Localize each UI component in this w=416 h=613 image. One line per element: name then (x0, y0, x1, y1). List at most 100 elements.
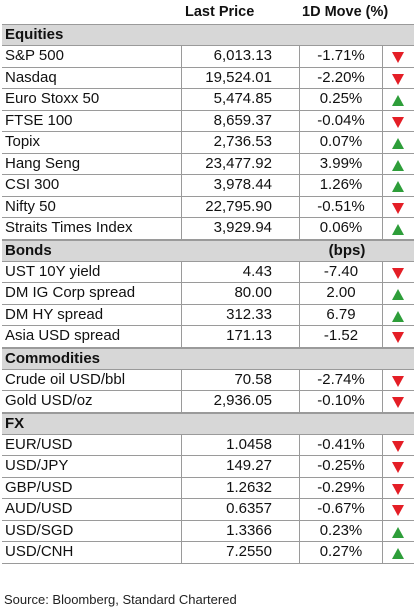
row-label: Gold USD/oz (2, 391, 182, 412)
row-move: -7.40 (300, 261, 383, 282)
table-row: AUD/USD 0.6357 -0.67% (2, 499, 414, 521)
row-move: 0.27% (300, 542, 383, 563)
row-price: 6,013.13 (182, 46, 300, 67)
row-label: DM IG Corp spread (2, 283, 182, 304)
table-row: S&P 500 6,013.13 -1.71% (2, 46, 414, 68)
row-label: S&P 500 (2, 46, 182, 67)
row-price: 3,929.94 (182, 218, 300, 239)
table-row: Euro Stoxx 50 5,474.85 0.25% (2, 89, 414, 111)
row-price: 2,936.05 (182, 391, 300, 412)
1d-move-header: 1D Move (%) (302, 4, 389, 20)
row-move: -0.29% (300, 477, 383, 498)
row-price: 4.43 (182, 261, 300, 282)
section-header: Bonds (bps) (2, 239, 414, 262)
up-arrow-icon (392, 548, 404, 559)
row-label: DM HY spread (2, 304, 182, 325)
row-price: 1.0458 (182, 434, 300, 455)
row-label: Hang Seng (2, 153, 182, 174)
row-move: -1.52 (300, 326, 383, 347)
last-price-header: Last Price (185, 4, 255, 20)
market-table: Last Price 1D Move (%) Equities S&P 500 6,… (2, 2, 414, 564)
row-move: 0.06% (300, 218, 383, 239)
section-name: Commodities (5, 349, 101, 367)
row-move: -0.51% (300, 196, 383, 217)
row-price: 2,736.53 (182, 132, 300, 153)
row-label: USD/CNH (2, 542, 182, 563)
row-move: 0.25% (300, 89, 383, 110)
down-arrow-icon (392, 116, 404, 128)
table-row: DM HY spread 312.33 6.79 (2, 304, 414, 326)
row-price: 149.27 (182, 456, 300, 477)
table-row: UST 10Y yield 4.43 -7.40 (2, 261, 414, 283)
down-arrow-icon (392, 202, 404, 214)
row-move: 3.99% (300, 153, 383, 174)
table-row: Straits Times Index 3,929.94 0.06% (2, 218, 414, 240)
row-label: FTSE 100 (2, 110, 182, 131)
up-arrow-icon (392, 526, 404, 538)
row-label: EUR/USD (2, 434, 182, 455)
table-row: GBP/USD 1.2632 -0.29% (2, 477, 414, 499)
row-price: 171.13 (182, 326, 300, 347)
up-arrow-icon (392, 138, 404, 149)
down-arrow-icon (392, 73, 404, 85)
row-label: Nasdaq (2, 67, 182, 88)
row-label: Straits Times Index (2, 218, 182, 239)
source-note: Source: Bloomberg, Standard Chartered (4, 592, 237, 607)
row-move: -0.41% (300, 434, 383, 455)
up-arrow-icon (392, 310, 404, 322)
section-name: Equities (5, 26, 64, 43)
row-price: 7.2550 (182, 542, 300, 563)
row-move: -0.10% (300, 391, 383, 412)
table-body: Equities S&P 500 6,013.13 -1.71% Nasdaq 19,52… (2, 24, 414, 564)
row-move: -1.71% (300, 46, 383, 67)
table-header: Last Price 1D Move (%) (2, 2, 414, 24)
row-label: Nifty 50 (2, 196, 182, 217)
row-label: Topix (2, 132, 182, 153)
table-row: DM IG Corp spread 80.00 2.00 (2, 283, 414, 305)
table-row: EUR/USD 1.0458 -0.41% (2, 434, 414, 456)
table-row: Nasdaq 19,524.01 -2.20% (2, 67, 414, 89)
row-label: Euro Stoxx 50 (2, 89, 182, 110)
section-header: Equities (2, 24, 414, 46)
row-price: 312.33 (182, 304, 300, 325)
row-move: 2.00 (300, 283, 383, 304)
section-unit: (bps) (328, 241, 366, 259)
row-move: 0.23% (300, 520, 383, 541)
row-move: 6.79 (300, 304, 383, 325)
row-price: 3,978.44 (182, 175, 300, 196)
up-arrow-icon (392, 289, 404, 300)
up-arrow-icon (392, 95, 404, 106)
table-row: Nifty 50 22,795.90 -0.51% (2, 196, 414, 218)
section-header: Commodities (2, 347, 414, 370)
section-header: FX (2, 412, 414, 435)
row-price: 80.00 (182, 283, 300, 304)
up-arrow-icon (392, 181, 404, 192)
row-move: -0.25% (300, 456, 383, 477)
row-move: -2.74% (300, 369, 383, 390)
table-row: USD/CNH 7.2550 0.27% (2, 542, 414, 564)
row-price: 22,795.90 (182, 196, 300, 217)
down-arrow-icon (392, 375, 404, 387)
table-row: USD/JPY 149.27 -0.25% (2, 456, 414, 478)
row-price: 0.6357 (182, 499, 300, 520)
down-arrow-icon (392, 397, 404, 408)
row-label: USD/SGD (2, 520, 182, 541)
row-label: GBP/USD (2, 477, 182, 498)
section-name: FX (5, 414, 25, 432)
table-row: CSI 300 3,978.44 1.26% (2, 175, 414, 197)
row-price: 70.58 (182, 369, 300, 390)
section-name: Bonds (5, 241, 52, 259)
row-price: 5,474.85 (182, 89, 300, 110)
row-price: 1.2632 (182, 477, 300, 498)
down-arrow-icon (392, 267, 404, 279)
row-move: -0.04% (300, 110, 383, 131)
table-row: Crude oil USD/bbl 70.58 -2.74% (2, 369, 414, 391)
up-arrow-icon (392, 159, 404, 171)
row-label: AUD/USD (2, 499, 182, 520)
row-move: 1.26% (300, 175, 383, 196)
row-label: UST 10Y yield (2, 261, 182, 282)
table-row: FTSE 100 8,659.37 -0.04% (2, 110, 414, 132)
down-arrow-icon (392, 505, 404, 516)
row-label: Asia USD spread (2, 326, 182, 347)
row-price: 23,477.92 (182, 153, 300, 174)
